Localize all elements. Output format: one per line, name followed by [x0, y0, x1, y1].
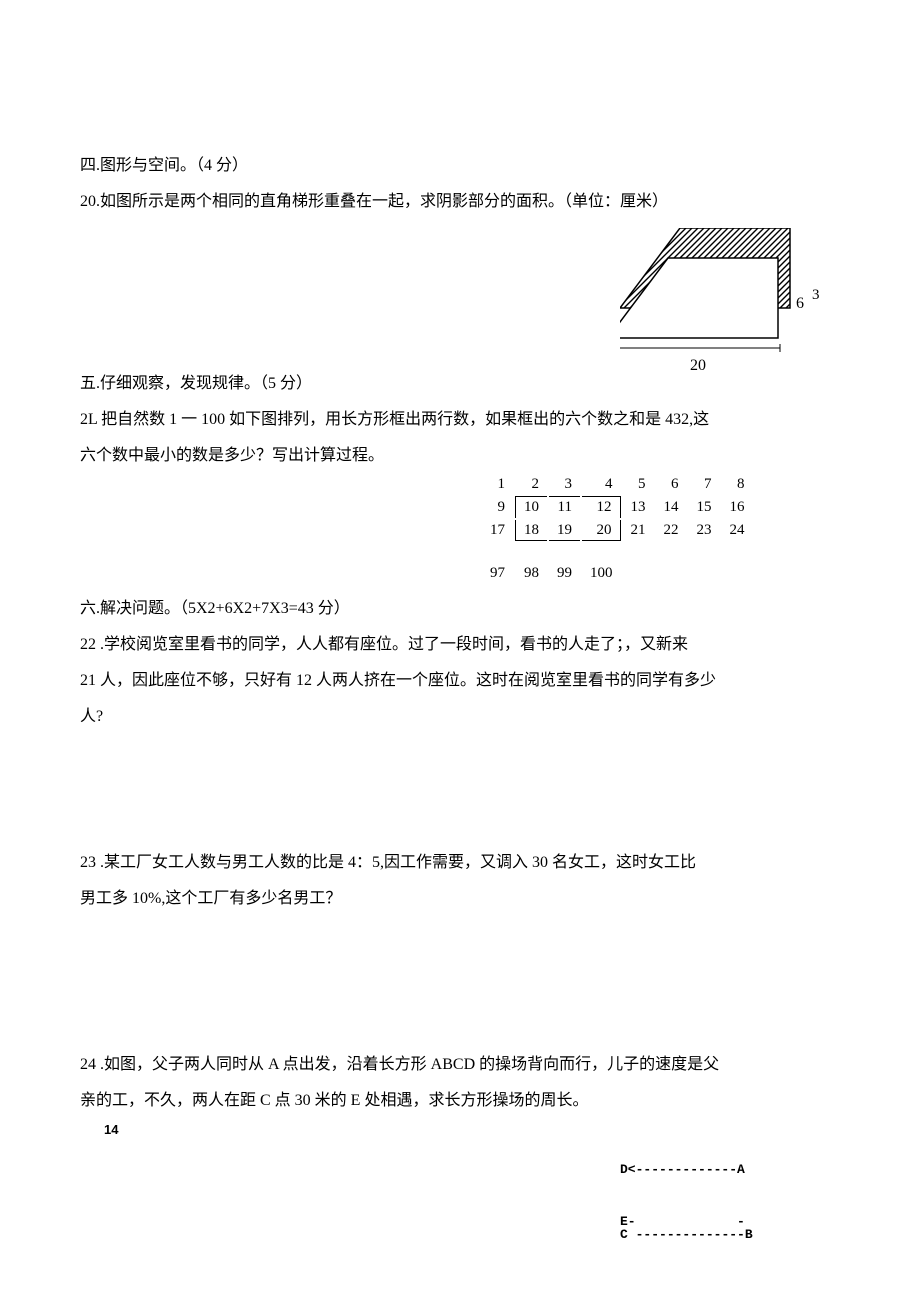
q23-line2: 男工多 10%,这个工厂有多少名男工？: [80, 883, 840, 915]
q20-label-20: 20: [690, 350, 706, 382]
q22-line1: 22 .学校阅览室里看书的同学，人人都有座位。过了一段时间，看书的人走了；，又新…: [80, 629, 840, 661]
q22-line3: 人?: [80, 701, 840, 733]
q20-label-3: 3: [812, 280, 820, 310]
q21-line2: 六个数中最小的数是多少？写出计算过程。: [80, 447, 384, 464]
q24-line2: 亲的工，不久，两人在距 C 点 30 米的 E 处相遇，求长方形操场的周长。: [80, 1085, 840, 1117]
q20-figure: 6 3 20: [620, 228, 830, 368]
q24-rect-diagram: D<-------------A E- - C --------------B: [620, 1163, 840, 1241]
q20-text: 20.如图所示是两个相同的直角梯形重叠在一起，求阴影部分的面积。（单位：厘米）: [80, 186, 840, 218]
q20-label-6: 6: [796, 288, 804, 320]
section4-heading: 四.图形与空间。（4 分）: [80, 150, 840, 182]
q23-line1: 23 .某工厂女工人数与男工人数的比是 4：5,因工作需要，又调入 30 名女工…: [80, 847, 840, 879]
number-grid: 1 2 3 4 5 6 7 8 9 10 11 12 13 14 15 16 1…: [480, 472, 755, 585]
section5-heading: 五.仔细观察，发现规律。（5 分）: [80, 368, 840, 400]
q24-line1: 24 .如图，父子两人同时从 A 点出发，沿着长方形 ABCD 的操场背向而行，…: [80, 1049, 840, 1081]
section6-heading: 六.解决问题。（5X2+6X2+7X3=43 分）: [80, 593, 840, 625]
q21-line1: 2L 把自然数 1 一 100 如下图排列，用长方形框出两行数，如果框出的六个数…: [80, 404, 840, 436]
q22-line2: 21 人，因此座位不够，只好有 12 人两人挤在一个座位。这时在阅览室里看书的同…: [80, 665, 840, 697]
q24-footer: 14: [80, 1117, 840, 1143]
